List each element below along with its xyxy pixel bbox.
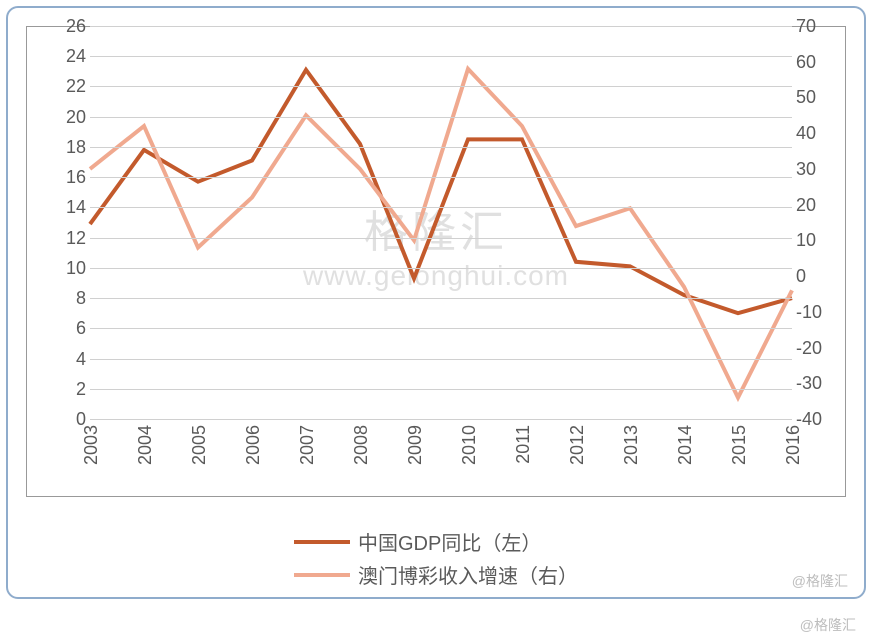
- gridline: [90, 268, 792, 269]
- x-tick: 2005: [189, 425, 210, 465]
- y-right-tick: 50: [796, 87, 830, 108]
- legend-swatch-gdp: [294, 540, 350, 544]
- gridline: [90, 147, 792, 148]
- gridline: [90, 419, 792, 420]
- y-left-tick: 26: [50, 16, 86, 37]
- gridline: [90, 298, 792, 299]
- series-gaming-line: [90, 69, 792, 398]
- y-right-tick: 0: [796, 266, 830, 287]
- legend-swatch-gaming: [294, 573, 350, 577]
- x-tick: 2006: [243, 425, 264, 465]
- y-right-tick: 40: [796, 123, 830, 144]
- gridline: [90, 359, 792, 360]
- gridline: [90, 389, 792, 390]
- gridline: [90, 238, 792, 239]
- y-right-tick: -30: [796, 373, 830, 394]
- x-tick: 2012: [567, 425, 588, 465]
- y-left-tick: 14: [50, 197, 86, 218]
- legend: 中国GDP同比（左） 澳门博彩收入增速（右）: [294, 527, 578, 589]
- y-right-tick: 10: [796, 230, 830, 251]
- x-tick: 2004: [135, 425, 156, 465]
- x-tick: 2010: [459, 425, 480, 465]
- gridline: [90, 117, 792, 118]
- gridline: [90, 177, 792, 178]
- gridline: [90, 86, 792, 87]
- y-right-tick: 30: [796, 159, 830, 180]
- x-tick: 2008: [351, 425, 372, 465]
- gridline: [90, 207, 792, 208]
- y-left-tick: 16: [50, 167, 86, 188]
- gridline: [90, 56, 792, 57]
- y-left-tick: 6: [50, 318, 86, 339]
- y-left-tick: 12: [50, 228, 86, 249]
- x-tick: 2015: [729, 425, 750, 465]
- x-tick: 2016: [783, 425, 804, 465]
- legend-item-gaming: 澳门博彩收入增速（右）: [294, 560, 578, 589]
- x-tick: 2007: [297, 425, 318, 465]
- x-tick: 2013: [621, 425, 642, 465]
- y-right-tick: 60: [796, 52, 830, 73]
- y-left-tick: 8: [50, 288, 86, 309]
- legend-label-gaming: 澳门博彩收入增速（右）: [358, 560, 578, 589]
- y-right-tick: 20: [796, 195, 830, 216]
- legend-label-gdp: 中国GDP同比（左）: [358, 527, 541, 556]
- y-left-tick: 18: [50, 137, 86, 158]
- x-tick: 2009: [405, 425, 426, 465]
- y-left-tick: 20: [50, 107, 86, 128]
- gridline: [90, 328, 792, 329]
- gridline: [90, 26, 792, 27]
- legend-item-gdp: 中国GDP同比（左）: [294, 527, 541, 556]
- y-right-tick: -10: [796, 302, 830, 323]
- outer-frame: 格隆汇 www.gelonghui.com 中国GDP同比（左） 澳门博彩收入增…: [6, 6, 866, 599]
- series-gdp-line: [90, 70, 792, 313]
- x-tick: 2011: [513, 425, 534, 464]
- plot-area: [90, 26, 792, 419]
- y-left-tick: 10: [50, 258, 86, 279]
- y-right-tick: 70: [796, 16, 830, 37]
- y-left-tick: 2: [50, 379, 86, 400]
- attribution-inner: @格隆汇: [792, 571, 848, 591]
- y-right-tick: -20: [796, 338, 830, 359]
- attribution-outer: @格隆汇: [800, 615, 856, 635]
- chart-lines: [90, 26, 792, 419]
- y-left-tick: 22: [50, 76, 86, 97]
- x-tick: 2014: [675, 425, 696, 465]
- y-left-tick: 4: [50, 349, 86, 370]
- x-tick: 2003: [81, 425, 102, 465]
- y-left-tick: 24: [50, 46, 86, 67]
